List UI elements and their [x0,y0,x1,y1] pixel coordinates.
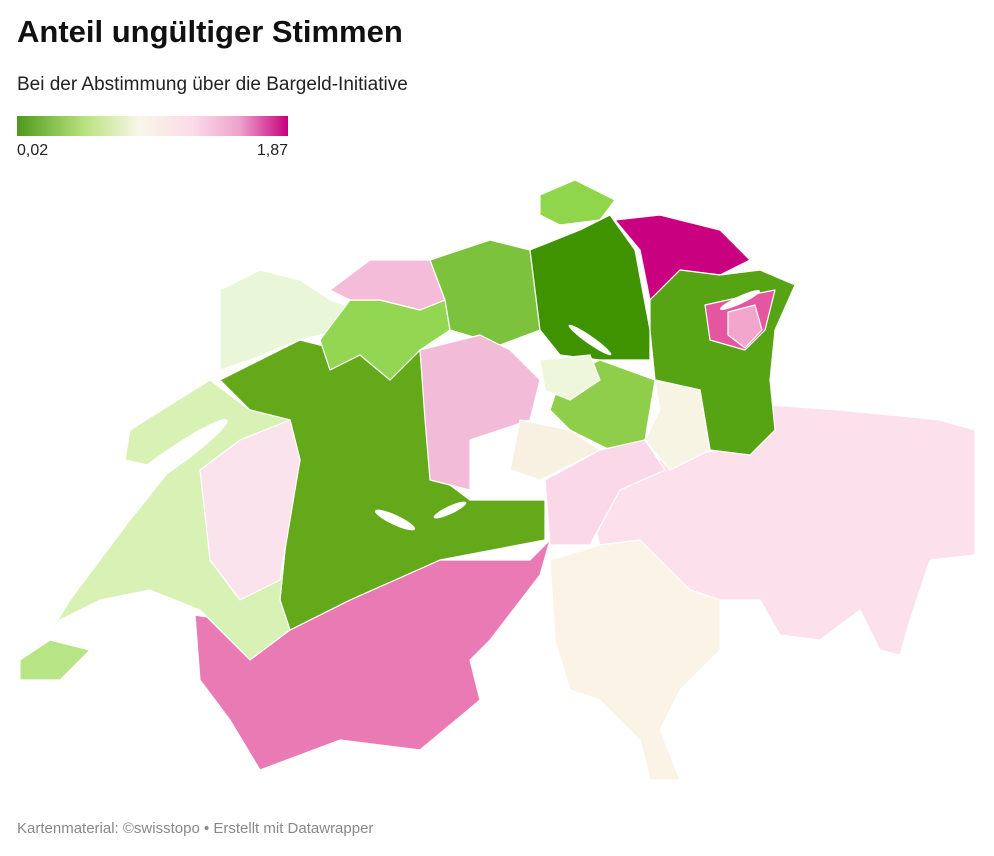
footer: Kartenmaterial: ©swisstopo • Erstellt mi… [17,820,374,837]
region [539,354,601,401]
legend-gradient [17,116,288,136]
title: Anteil ungültiger Stimmen [17,14,403,49]
region [199,419,301,601]
legend-max: 1,87 [256,142,288,159]
region [529,214,651,361]
region [544,439,666,546]
subtitle: Bei der Abstimmung über die Bargeld-Init… [17,74,408,95]
region [419,334,541,491]
lake [374,509,416,531]
legend-min: 0,02 [17,142,49,159]
lake [568,324,612,356]
region [644,379,711,471]
region [19,639,91,681]
lake [719,290,761,310]
region [539,179,616,226]
region [549,539,721,781]
lake [433,501,467,519]
region [329,259,446,311]
map [19,179,976,781]
region [727,304,763,349]
region [509,419,601,481]
region [429,239,541,346]
lake [112,419,228,501]
